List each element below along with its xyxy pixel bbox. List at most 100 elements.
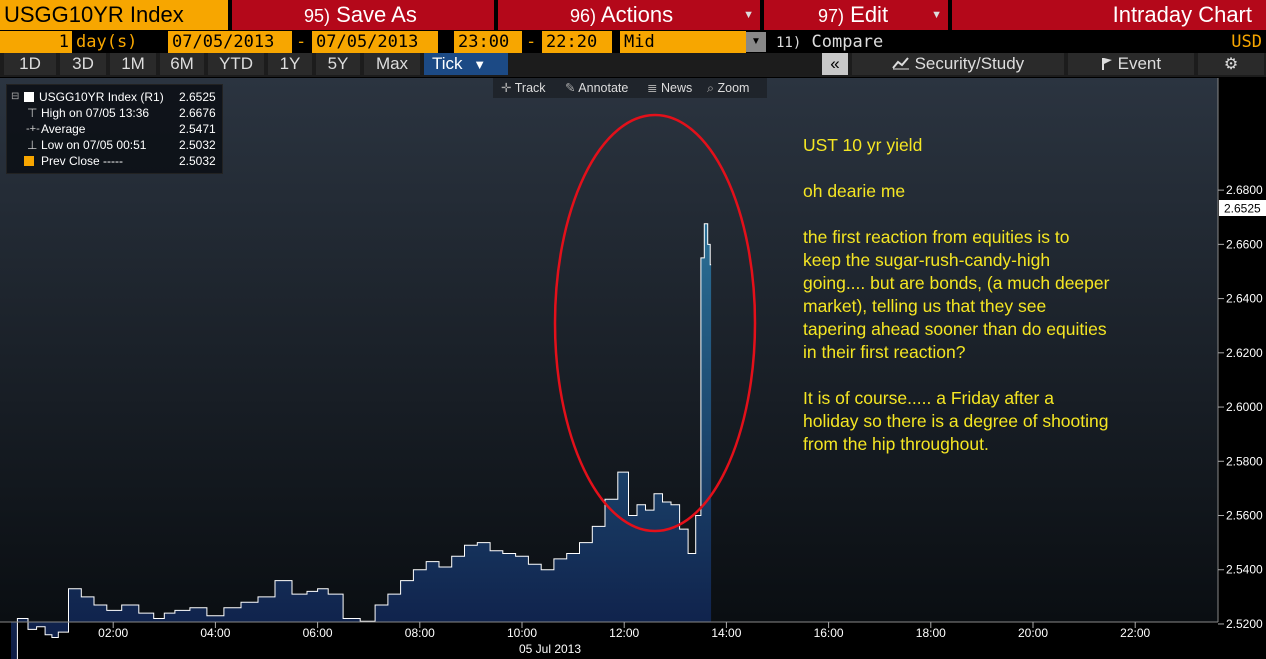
range-button-ytd[interactable]: YTD [208, 53, 264, 75]
legend-low-label: Low on 07/05 00:51 [41, 138, 147, 152]
news-icon: ≣ [647, 81, 658, 95]
collapse-tree-icon: ⊟ [11, 91, 20, 102]
currency: USD [1231, 32, 1262, 52]
last-value-label: 2.6525 [1224, 202, 1261, 216]
edit-label: Edit [850, 2, 889, 27]
start-date-field[interactable]: 07/05/2013 [168, 31, 292, 53]
x-tick-label: 18:00 [916, 626, 946, 640]
compare-button[interactable]: 11) Compare [776, 31, 976, 53]
x-tick-label: 14:00 [711, 626, 741, 640]
annotation-line: It is of course..... a Friday after a [803, 388, 1054, 408]
series-swatch [24, 92, 34, 102]
range-button-3d[interactable]: 3D [60, 53, 106, 75]
x-axis: 02:00 04:00 06:00 08:00 10:00 12:00 14:00 16:00… [98, 622, 1151, 640]
highlight-circle [553, 113, 757, 533]
annotation-line: oh dearie me [803, 181, 906, 201]
legend-row-average: -+- Average 2.5471 [7, 121, 224, 137]
chart-tools-bar: ✛ Track ✎ Annotate ≣ News ⌕ Zoom [493, 78, 767, 98]
range-button-1d[interactable]: 1D [4, 53, 56, 75]
x-tick-label: 10:00 [507, 626, 537, 640]
gear-icon: ⚙ [1223, 56, 1239, 73]
range-button-5y[interactable]: 5Y [316, 53, 360, 75]
y-axis: 2.5200 2.5400 2.5600 2.5800 2.6000 2.6200 2.64… [1218, 183, 1263, 631]
y-tick-label: 2.6200 [1226, 346, 1263, 360]
series-line [16, 223, 712, 659]
average-marker-icon: -+- [26, 123, 40, 135]
zoom-button[interactable]: ⌕ Zoom [707, 78, 749, 98]
end-time-field[interactable]: 22:20 [542, 31, 612, 53]
tick-dropdown-icon: ▼ [473, 57, 487, 72]
currency-label: USD [1200, 31, 1262, 53]
compare-num: 11) [776, 35, 802, 51]
price-type-select[interactable]: Mid [620, 31, 746, 53]
ticker-field[interactable]: USGG10YR Index [0, 0, 228, 30]
period-value-field[interactable]: 1 [0, 31, 72, 53]
date-dash-text: - [296, 32, 307, 52]
tick-range-label: Tick [432, 54, 463, 73]
edit-button[interactable]: 97) Edit ▼ [764, 0, 948, 30]
legend-panel: ⊟ USGG10YR Index (R1) 2.6525 ⊤ High on 0… [6, 84, 223, 174]
settings-button[interactable]: ⚙ [1198, 53, 1264, 75]
end-time: 22:20 [546, 32, 598, 52]
chart-title-label: Intraday Chart [1112, 2, 1252, 27]
y-tick-label: 2.6600 [1226, 237, 1263, 251]
annotation-line: keep the sugar-rush-candy-high [803, 250, 1051, 270]
flag-icon [1101, 58, 1112, 70]
annotation-line: going.... but are bonds, (a much deeper [803, 273, 1110, 293]
legend-row-series[interactable]: ⊟ USGG10YR Index (R1) 2.6525 [7, 89, 224, 105]
annotation-line: UST 10 yr yield [803, 135, 923, 155]
annotation-line: tapering ahead sooner than do equities [803, 319, 1107, 339]
legend-prev-close-label: Prev Close ----- [41, 154, 124, 168]
range-button-max[interactable]: Max [364, 53, 420, 75]
y-tick-label: 2.6400 [1226, 292, 1263, 306]
legend-average-value: 2.5471 [179, 122, 216, 136]
legend-high-label: High on 07/05 13:36 [41, 106, 150, 120]
annotation-line: from the hip throughout. [803, 434, 989, 454]
y-tick-label: 2.5800 [1226, 454, 1263, 468]
date-label: 05 Jul 2013 [519, 642, 581, 656]
zoom-label: Zoom [717, 81, 750, 95]
actions-caret-icon: ▼ [743, 9, 754, 21]
period-value: 1 [58, 32, 69, 52]
actions-button[interactable]: 96) Actions ▼ [498, 0, 760, 30]
security-study-button[interactable]: Security/Study [852, 53, 1064, 75]
collapse-button[interactable]: « [822, 53, 848, 75]
price-type-dropdown-icon[interactable]: ▼ [746, 32, 766, 52]
save-as-button[interactable]: 95) Save As [232, 0, 494, 30]
crosshair-icon: ✛ [501, 81, 512, 95]
period-unit: day(s) [76, 32, 138, 52]
magnifier-icon: ⌕ [707, 81, 715, 95]
edit-caret-icon: ▼ [931, 9, 942, 21]
security-study-label: Security/Study [914, 54, 1025, 73]
tick-range-button[interactable]: Tick ▼ [424, 53, 508, 75]
start-time-field[interactable]: 23:00 [454, 31, 522, 53]
end-date-field[interactable]: 07/05/2013 [312, 31, 438, 53]
annotation-line: market), telling us that they see [803, 296, 1047, 316]
chart-line-icon [892, 57, 909, 70]
track-button[interactable]: ✛ Track [501, 78, 546, 98]
annotation-line: holiday so there is a degree of shooting [803, 411, 1109, 431]
range-button-1y[interactable]: 1Y [268, 53, 312, 75]
y-tick-label: 2.5200 [1226, 617, 1263, 631]
news-button[interactable]: ≣ News [647, 78, 692, 98]
compare-label: Compare [811, 32, 884, 52]
save-as-label: Save As [336, 2, 417, 27]
x-tick-label: 12:00 [609, 626, 639, 640]
x-tick-label: 02:00 [98, 626, 128, 640]
y-tick-label: 2.5400 [1226, 563, 1263, 577]
annotate-button[interactable]: ✎ Annotate [565, 78, 628, 98]
actions-label: Actions [600, 2, 674, 27]
x-tick-label: 06:00 [303, 626, 333, 640]
range-button-1m[interactable]: 1M [110, 53, 156, 75]
last-value-marker [1219, 200, 1266, 216]
chart-title: Intraday Chart [952, 0, 1266, 30]
y-tick-label: 2.5600 [1226, 509, 1263, 523]
y-tick-label: 2.6800 [1226, 183, 1263, 197]
range-button-6m[interactable]: 6M [160, 53, 204, 75]
prev-close-swatch [24, 156, 34, 166]
ticker-label: USGG10YR Index [4, 2, 184, 27]
range-toolbar: 1D 3D 1M 6M YTD 1Y 5Y Max Tick ▼ « Security/Stu… [0, 53, 1266, 77]
x-tick-label: 16:00 [814, 626, 844, 640]
legend-row-prev-close[interactable]: Prev Close ----- 2.5032 [7, 153, 224, 169]
event-button[interactable]: Event [1068, 53, 1194, 75]
